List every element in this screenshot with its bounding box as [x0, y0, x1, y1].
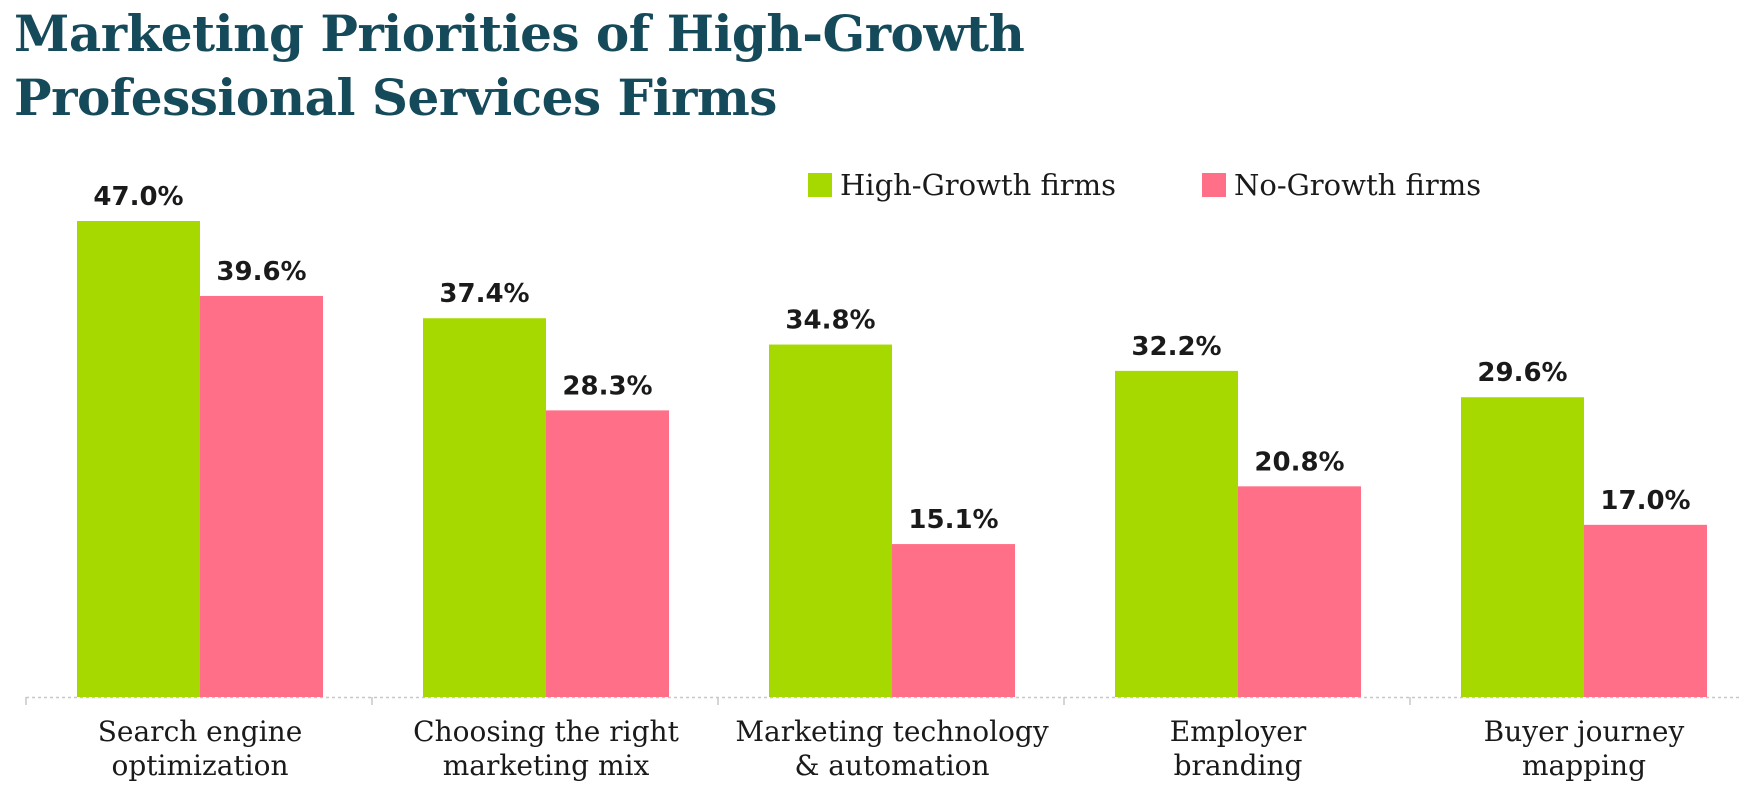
category-label: Buyer journey	[1484, 715, 1685, 748]
bar-value-label: 37.4%	[439, 279, 529, 309]
bar-no-growth	[546, 410, 669, 697]
bar-high-growth	[1115, 370, 1238, 697]
category-label: branding	[1174, 749, 1303, 782]
legend-swatch-no-growth	[1202, 173, 1226, 197]
bar-no-growth	[892, 544, 1015, 697]
chart-title-line-2: Professional Services Firms	[14, 68, 777, 127]
category-label: Marketing technology	[735, 715, 1049, 748]
bar-high-growth	[1461, 397, 1584, 697]
bar-value-label: 20.8%	[1254, 447, 1344, 477]
category-label: Choosing the right	[413, 715, 679, 748]
bar-value-label: 29.6%	[1477, 358, 1567, 388]
bar-value-label: 39.6%	[216, 257, 306, 287]
bar-value-label: 28.3%	[562, 371, 652, 401]
bar-no-growth	[1238, 486, 1361, 697]
category-label: Employer	[1170, 715, 1307, 748]
bar-value-label: 34.8%	[785, 306, 875, 336]
legend-swatch-high-growth	[808, 173, 832, 197]
bar-value-label: 15.1%	[908, 505, 998, 535]
bar-high-growth	[77, 221, 200, 697]
chart-title-line-1: Marketing Priorities of High-Growth	[14, 4, 1025, 63]
legend-label-high-growth: High-Growth firms	[840, 168, 1116, 202]
bar-value-label: 47.0%	[93, 182, 183, 212]
category-label: & automation	[794, 749, 989, 782]
category-label: mapping	[1522, 749, 1646, 782]
bar-high-growth	[423, 318, 546, 697]
bar-value-label: 32.2%	[1131, 332, 1221, 362]
category-label: Search engine	[98, 715, 303, 748]
bar-value-label: 17.0%	[1600, 486, 1690, 516]
chart-title: Marketing Priorities of High-Growth Prof…	[14, 2, 1025, 130]
bar-no-growth	[1584, 524, 1707, 697]
legend-label-no-growth: No-Growth firms	[1234, 168, 1481, 202]
category-label: optimization	[111, 749, 288, 782]
bar-no-growth	[200, 295, 323, 697]
bar-high-growth	[769, 344, 892, 697]
category-label: marketing mix	[443, 749, 650, 782]
